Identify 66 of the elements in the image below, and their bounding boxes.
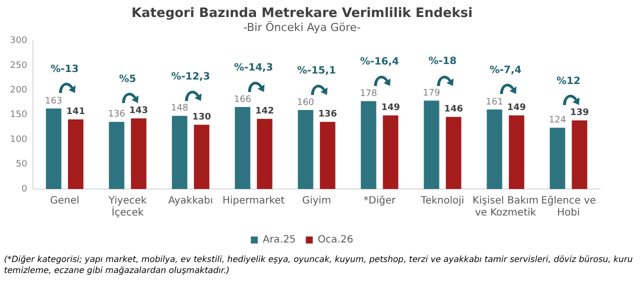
data-label: 146 bbox=[444, 104, 463, 115]
bar bbox=[256, 118, 272, 189]
data-label: 163 bbox=[45, 96, 62, 106]
bar bbox=[130, 118, 146, 189]
annotation: %12 bbox=[556, 76, 581, 87]
data-label: 136 bbox=[318, 110, 338, 120]
chart-title: Kategori Bazında Metrekare Verimlilik Endeksi bbox=[131, 6, 473, 22]
bar bbox=[446, 116, 462, 189]
data-label: 149 bbox=[507, 103, 526, 114]
legend-label: Oca.26 bbox=[318, 234, 354, 246]
y-tick-label: 50 bbox=[16, 160, 28, 170]
annotation: %-13 bbox=[50, 64, 79, 76]
text: (*Diğer kategorisi; yapı market, mobilya, ev tekstili, hediyelik eşya, oyuncak, kuyum, petshop, terzi ve ayakkabı tamir servisleri, döviz bürosu, kuru temizleme, eczane gibi mağazalardan oluşmaktadır.) bbox=[4, 255, 634, 277]
bar bbox=[486, 109, 502, 189]
chart-subtitle: -Bir Önceki Aya Göre- bbox=[243, 20, 361, 34]
data-label: 148 bbox=[171, 104, 188, 114]
y-tick-label: 150 bbox=[10, 110, 28, 120]
x-tick-label: Eğlence ve Hobi bbox=[541, 196, 596, 219]
bar bbox=[550, 128, 566, 189]
data-label: 143 bbox=[129, 106, 148, 116]
bar bbox=[360, 101, 376, 189]
data-label: 136 bbox=[108, 110, 126, 120]
data-label: 130 bbox=[192, 112, 212, 123]
x-tick-label: Hipermarket bbox=[222, 196, 285, 207]
y-tick-label: 100 bbox=[10, 134, 28, 145]
bar bbox=[172, 116, 188, 189]
bar bbox=[424, 100, 440, 189]
annotation: %-15,1 bbox=[297, 66, 336, 77]
bar bbox=[508, 115, 524, 189]
annotation: %-12,3 bbox=[171, 71, 210, 82]
data-label: 141 bbox=[66, 107, 86, 118]
y-tick-label: 200 bbox=[10, 86, 28, 96]
data-label: 124 bbox=[548, 116, 566, 126]
bar bbox=[298, 110, 314, 189]
x-tick-label: Giyim bbox=[302, 196, 332, 207]
data-label: 139 bbox=[570, 108, 589, 118]
data-label: 142 bbox=[255, 106, 274, 117]
annotation: %-14,3 bbox=[234, 62, 274, 74]
y-tick-label: 250 bbox=[10, 60, 28, 71]
data-label: 166 bbox=[234, 94, 252, 105]
y-tick-label: 300 bbox=[10, 36, 28, 46]
bar bbox=[108, 122, 124, 189]
data-label: 149 bbox=[381, 103, 400, 114]
x-tick-label: *Diğer bbox=[364, 196, 396, 207]
annotation: %-18 bbox=[428, 56, 457, 68]
annotation: %5 bbox=[119, 74, 136, 85]
data-label: 160 bbox=[296, 98, 314, 108]
annotation: %-7,4 bbox=[490, 65, 522, 76]
bar bbox=[68, 119, 84, 189]
x-tick-label: Yiyecek İçecek bbox=[108, 196, 147, 219]
x-tick-label: Ayakkabı bbox=[168, 196, 214, 207]
bar bbox=[572, 120, 588, 189]
data-label: 161 bbox=[486, 97, 504, 108]
bar bbox=[382, 115, 398, 189]
bar bbox=[46, 108, 62, 189]
bar bbox=[194, 124, 210, 189]
data-label: 179 bbox=[422, 88, 440, 98]
bar bbox=[234, 106, 250, 189]
legend-label: Ara.25 bbox=[262, 234, 296, 246]
annotation: %-16,4 bbox=[360, 56, 400, 68]
bar bbox=[320, 122, 336, 189]
y-tick-label: 0 bbox=[21, 184, 28, 194]
x-tick-label: Genel bbox=[50, 196, 80, 207]
x-tick-label: Kişisel Bakım ve Kozmetik bbox=[472, 196, 539, 219]
data-label: 178 bbox=[360, 88, 378, 99]
x-tick-label: Teknoloji bbox=[420, 196, 464, 207]
